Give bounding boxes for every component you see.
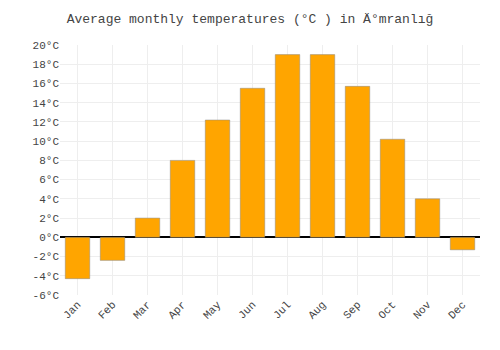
- svg-text:12°C: 12°C: [33, 117, 60, 129]
- svg-text:May: May: [201, 299, 224, 322]
- svg-text:Dec: Dec: [446, 299, 468, 321]
- svg-text:-2°C: -2°C: [33, 251, 60, 263]
- svg-text:0°C: 0°C: [39, 232, 59, 244]
- svg-text:-6°C: -6°C: [33, 290, 60, 302]
- svg-text:8°C: 8°C: [39, 155, 59, 167]
- svg-text:10°C: 10°C: [33, 136, 60, 148]
- svg-text:Jan: Jan: [61, 299, 83, 321]
- svg-text:18°C: 18°C: [33, 59, 60, 71]
- svg-text:20°C: 20°C: [33, 40, 60, 52]
- svg-text:Mar: Mar: [131, 299, 153, 321]
- svg-text:Aug: Aug: [306, 299, 328, 321]
- svg-text:16°C: 16°C: [33, 78, 60, 90]
- svg-text:6°C: 6°C: [39, 174, 59, 186]
- svg-text:14°C: 14°C: [33, 98, 60, 110]
- svg-text:4°C: 4°C: [39, 194, 59, 206]
- svg-text:2°C: 2°C: [39, 213, 59, 225]
- svg-text:Jul: Jul: [271, 299, 293, 321]
- svg-text:Sep: Sep: [341, 299, 363, 321]
- svg-text:-4°C: -4°C: [33, 271, 60, 283]
- svg-text:Oct: Oct: [376, 299, 398, 321]
- svg-text:Apr: Apr: [166, 299, 188, 321]
- svg-text:Nov: Nov: [411, 299, 434, 322]
- svg-text:Average monthly temperatures (: Average monthly temperatures (°C ) in Ä°…: [67, 12, 434, 27]
- svg-text:Jun: Jun: [236, 299, 258, 321]
- svg-text:Feb: Feb: [96, 299, 118, 321]
